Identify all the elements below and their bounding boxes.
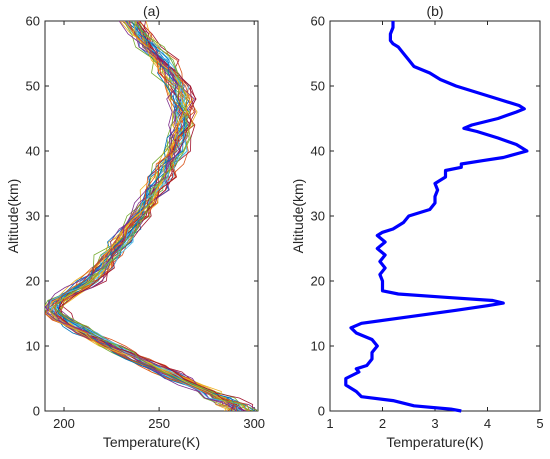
ensemble-profile-line xyxy=(53,21,254,411)
ensemble-profile-line xyxy=(59,21,254,411)
y-tick-label: 0 xyxy=(318,404,325,419)
ensemble-profile-line xyxy=(47,21,229,411)
y-tick-label: 10 xyxy=(26,339,40,354)
panel-a: 200 250 300 0 10 20 30 40 50 60 (a) Temperature(K) A… xyxy=(5,3,265,450)
x-tick-label: 200 xyxy=(53,416,75,431)
x-tick-label: 5 xyxy=(536,416,543,431)
ensemble-profile-line xyxy=(60,21,249,411)
ensemble-profile-line xyxy=(54,21,237,411)
ensemble-profile-line xyxy=(51,21,239,411)
y-axis-label: Altitude(km) xyxy=(290,179,306,254)
x-tick-label: 2 xyxy=(379,416,386,431)
y-axis-label: Altitude(km) xyxy=(5,179,21,254)
ensemble-profile-line xyxy=(54,21,239,411)
x-axis-label: Temperature(K) xyxy=(386,434,483,450)
y-tick-label: 40 xyxy=(26,144,40,159)
ensemble-profile-line xyxy=(52,21,241,411)
ensemble-profile-line xyxy=(59,21,250,411)
y-tick-label: 30 xyxy=(26,209,40,224)
x-tick-label: 3 xyxy=(431,416,438,431)
ensemble-profile-line xyxy=(45,21,242,411)
y-tick-label: 30 xyxy=(311,209,325,224)
chart-title: (a) xyxy=(143,3,160,19)
ensemble-profile-line xyxy=(55,21,234,411)
y-tick-label: 50 xyxy=(311,79,325,94)
plot-frame xyxy=(329,20,541,412)
ensemble-profile-line xyxy=(52,21,258,411)
ensemble-profile-line xyxy=(58,21,245,411)
ensemble-profile-line xyxy=(47,21,237,411)
y-tick-label: 40 xyxy=(311,144,325,159)
y-tick-label: 0 xyxy=(33,404,40,419)
ensemble-profile-line xyxy=(57,21,238,411)
ensemble-profile-line xyxy=(54,21,258,411)
y-tick-label: 60 xyxy=(26,14,40,29)
y-tick-label: 10 xyxy=(311,339,325,354)
ensemble-profile-line xyxy=(53,21,247,411)
y-tick-label: 20 xyxy=(311,274,325,289)
chart-title: (b) xyxy=(426,3,443,19)
y-tick-label: 20 xyxy=(26,274,40,289)
panel-b: 1 2 3 4 50102030405060(b)Temperature(K)Altit… xyxy=(290,3,544,450)
ensemble-profile-line xyxy=(56,21,255,411)
x-tick-label: 250 xyxy=(148,416,170,431)
y-tick-label: 60 xyxy=(311,14,325,29)
ensemble-profile-line xyxy=(55,21,234,411)
y-tick-label: 50 xyxy=(26,79,40,94)
temperature-profile-line xyxy=(344,21,529,413)
ensemble-profile-line xyxy=(48,21,242,411)
ensemble-profile-line xyxy=(46,21,235,411)
x-axis-label: Temperature(K) xyxy=(103,434,200,450)
ensemble-profile-line xyxy=(45,21,241,411)
ensemble-profile-line xyxy=(47,21,242,411)
ensemble-lines xyxy=(45,21,258,411)
x-tick-label: 300 xyxy=(243,416,265,431)
x-tick-label: 4 xyxy=(484,416,491,431)
ensemble-profile-line xyxy=(46,21,235,411)
x-tick-label: 1 xyxy=(326,416,333,431)
